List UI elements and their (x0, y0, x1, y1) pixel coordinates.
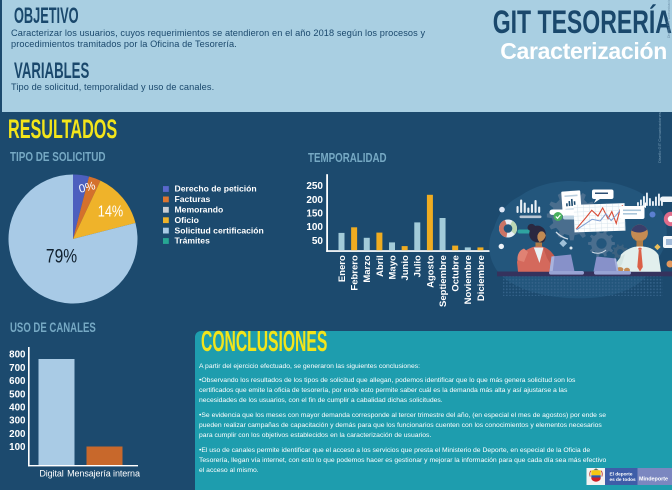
svg-text:Agosto: Agosto (425, 255, 436, 288)
svg-text:El deporte: El deporte (610, 472, 633, 477)
svg-text:Mensajería interna: Mensajería interna (67, 469, 140, 479)
svg-text:250: 250 (306, 181, 323, 192)
svg-text:100: 100 (9, 442, 26, 453)
svg-text:Oficio: Oficio (175, 215, 199, 225)
svg-text:600: 600 (9, 376, 26, 387)
svg-text:Digital: Digital (39, 469, 63, 479)
svg-text:Facturas: Facturas (175, 194, 211, 204)
svg-text:Junio: Junio (400, 255, 411, 281)
svg-text:14%: 14% (98, 203, 124, 220)
svg-text:400: 400 (9, 403, 26, 414)
svg-text:Febrero: Febrero (350, 255, 361, 291)
svg-text:Enero: Enero (337, 255, 348, 282)
svg-text:Octubre: Octubre (451, 255, 462, 291)
svg-text:Abril: Abril (375, 255, 386, 277)
svg-text:Derecho de petición: Derecho de petición (175, 184, 257, 194)
svg-text:500: 500 (9, 389, 26, 400)
svg-text:Septiembre: Septiembre (438, 255, 449, 307)
svg-text:es de todos: es de todos (610, 477, 636, 482)
svg-text:Solicitud certificación: Solicitud certificación (175, 225, 264, 235)
svg-text:Trámites: Trámites (175, 236, 211, 246)
svg-text:Mindeporte: Mindeporte (639, 477, 668, 483)
svg-text:150: 150 (306, 209, 323, 220)
svg-text:Mayo: Mayo (387, 255, 398, 279)
svg-text:50: 50 (312, 236, 324, 247)
svg-text:Memorando: Memorando (175, 205, 224, 215)
svg-text:700: 700 (9, 363, 26, 374)
svg-text:300: 300 (9, 416, 26, 427)
svg-text:0%: 0% (78, 180, 97, 196)
svg-text:Marzo: Marzo (362, 255, 373, 283)
svg-text:79%: 79% (46, 245, 77, 267)
svg-text:100: 100 (306, 222, 323, 233)
svg-text:Diciembre: Diciembre (476, 255, 487, 301)
svg-text:Noviembre: Noviembre (463, 255, 474, 304)
svg-text:800: 800 (9, 350, 26, 361)
svg-text:200: 200 (306, 195, 323, 206)
svg-text:Julio: Julio (413, 255, 424, 277)
svg-text:200: 200 (9, 429, 26, 440)
